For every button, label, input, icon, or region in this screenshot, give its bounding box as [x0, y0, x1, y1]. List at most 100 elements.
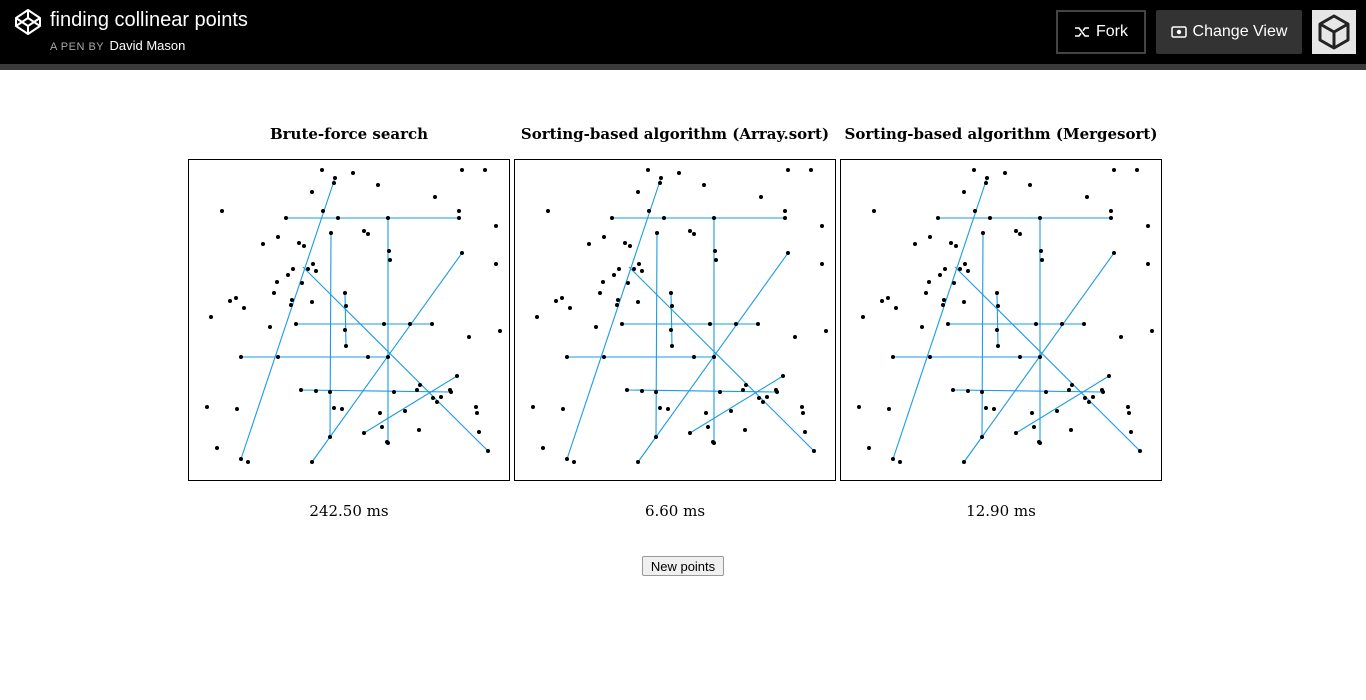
pen-author-link[interactable]: David Mason [109, 38, 186, 53]
data-point [867, 446, 871, 450]
data-point [310, 190, 314, 194]
data-point [963, 262, 967, 266]
fork-label: Fork [1096, 23, 1128, 40]
data-point [820, 224, 824, 228]
data-point [306, 267, 310, 271]
data-point [284, 216, 288, 220]
new-points-button[interactable]: New points [642, 556, 724, 576]
data-point [744, 383, 748, 387]
data-point [692, 232, 696, 236]
data-point [1030, 411, 1034, 415]
data-point [417, 428, 421, 432]
data-point [386, 216, 390, 220]
data-point [289, 303, 293, 307]
data-point [328, 435, 332, 439]
change-view-button[interactable]: Change View [1156, 10, 1302, 54]
data-point [388, 258, 392, 262]
data-point [891, 355, 895, 359]
data-point [928, 235, 932, 239]
data-point [228, 299, 232, 303]
data-point [366, 355, 370, 359]
data-point [704, 411, 708, 415]
data-point [637, 262, 641, 266]
data-point [1038, 216, 1042, 220]
fork-button[interactable]: Fork [1056, 10, 1146, 54]
data-point [646, 168, 650, 172]
pen-byline: A PEN BY David Mason [50, 38, 185, 53]
data-point [1039, 249, 1043, 253]
data-point [286, 273, 290, 277]
data-point [984, 181, 988, 185]
data-point [812, 449, 816, 453]
data-point [261, 242, 265, 246]
collinear-segment [981, 232, 984, 438]
data-point [362, 431, 366, 435]
data-point [713, 249, 717, 253]
data-point [936, 216, 940, 220]
collinear-segment [344, 292, 347, 347]
data-point [793, 335, 797, 339]
codepen-logo-icon[interactable] [14, 8, 42, 36]
data-point [803, 430, 807, 434]
data-point [988, 216, 992, 220]
data-point [343, 291, 347, 295]
data-point [688, 431, 692, 435]
avatar[interactable] [1312, 10, 1356, 54]
data-point [328, 390, 332, 394]
data-point [949, 241, 953, 245]
data-point [351, 171, 355, 175]
data-point [430, 322, 434, 326]
data-point [546, 209, 550, 213]
data-point [457, 216, 461, 220]
data-point [1109, 216, 1113, 220]
data-point [209, 315, 213, 319]
data-point [376, 183, 380, 187]
panel-2-time: 6.60 ms [644, 502, 706, 520]
data-point [568, 306, 572, 310]
data-point [962, 190, 966, 194]
data-point [1127, 411, 1131, 415]
collinear-segment [952, 389, 1104, 393]
pen-by-label: A PEN BY [50, 41, 104, 53]
data-point [966, 389, 970, 393]
data-point [1138, 449, 1142, 453]
data-point [310, 460, 314, 464]
data-point [541, 446, 545, 450]
collinear-segment [689, 375, 784, 434]
data-point [706, 425, 710, 429]
data-point [617, 267, 621, 271]
data-point [951, 388, 955, 392]
panel-1-plot [188, 159, 510, 481]
data-point [380, 425, 384, 429]
data-point [554, 299, 558, 303]
data-point [1082, 322, 1086, 326]
data-point [610, 216, 614, 220]
collinear-segment [628, 266, 815, 452]
data-point [343, 328, 347, 332]
data-point [572, 460, 576, 464]
data-point [781, 374, 785, 378]
data-point [336, 216, 340, 220]
data-point [362, 229, 366, 233]
data-point [820, 262, 824, 266]
data-point [300, 281, 304, 285]
data-point [620, 322, 624, 326]
data-point [1129, 430, 1133, 434]
data-point [783, 216, 787, 220]
data-point [1112, 251, 1116, 255]
data-point [1014, 229, 1018, 233]
data-point [774, 388, 778, 392]
panel-1-title: Brute-force search [269, 125, 429, 143]
data-point [708, 322, 712, 326]
data-point [602, 235, 606, 239]
data-point [786, 251, 790, 255]
data-point [714, 258, 718, 262]
data-point [332, 181, 336, 185]
data-point [415, 388, 419, 392]
data-point [894, 306, 898, 310]
data-point [666, 407, 670, 411]
data-point [669, 328, 673, 332]
data-point [759, 195, 763, 199]
data-point [928, 355, 932, 359]
data-point [291, 267, 295, 271]
